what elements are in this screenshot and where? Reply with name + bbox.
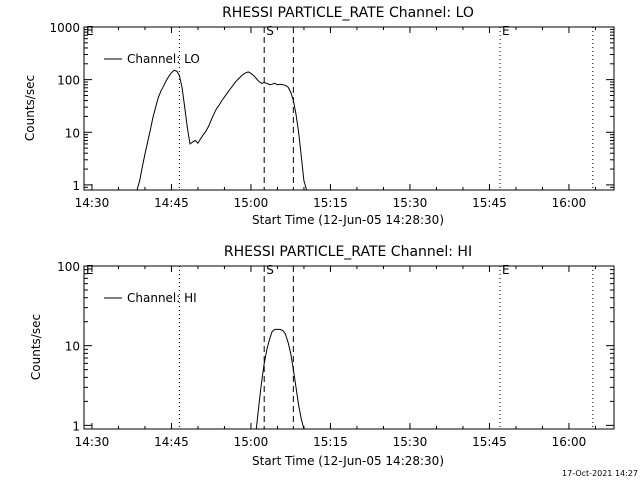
hi-plot-frame	[83, 265, 615, 430]
hi-y-axis-label: Counts/sec	[29, 314, 43, 380]
lo-plot-frame	[83, 26, 615, 191]
hi-marker-label-4: E	[502, 263, 510, 277]
hi-marker-label-0: E	[86, 263, 94, 277]
lo-x-tick-label-2: 15:00	[234, 196, 269, 210]
lo-chart-title: RHESSI PARTICLE_RATE Channel: LO	[222, 5, 474, 21]
lo-y-tick-label-3: 1000	[49, 21, 80, 35]
lo-x-tick-label-6: 16:00	[552, 196, 587, 210]
footer-timestamp: 17-Oct-2021 14:27	[562, 469, 638, 478]
hi-legend-entry: Channel: HI	[127, 291, 197, 305]
hi-x-tick-label-3: 15:15	[313, 435, 348, 449]
lo-x-tick-label-4: 15:30	[393, 196, 428, 210]
hi-y-tick-label-2: 100	[57, 260, 80, 274]
hi-x-tick-label-2: 15:00	[234, 435, 269, 449]
lo-marker-label-0: E	[86, 24, 94, 38]
hi-x-tick-label-1: 14:45	[154, 435, 189, 449]
lo-y-tick-label-2: 100	[57, 74, 80, 88]
hi-series-line-0	[255, 328, 305, 430]
lo-x-tick-label-3: 15:15	[313, 196, 348, 210]
lo-marker-label-2: S	[266, 24, 274, 38]
lo-series-line-0	[136, 69, 308, 191]
lo-y-tick-label-1: 10	[65, 126, 80, 140]
hi-x-tick-label-4: 15:30	[393, 435, 428, 449]
hi-channel-panel: RHESSI PARTICLE_RATE Channel: HI E S E 14:3…	[29, 244, 615, 468]
hi-plot-marks: E S E 14:30 14:45 15:00 15:15 15:30 15:45 16:00 1 1…	[57, 260, 614, 449]
lo-plot-marks: E S E 14:30 14:45 15:00 15:15 15:30 15:45 16:00 1 1…	[49, 21, 614, 210]
lo-legend-entry: Channel: LO	[127, 52, 200, 66]
lo-x-tick-label-0: 14:30	[75, 196, 110, 210]
lo-y-axis-label: Counts/sec	[23, 75, 37, 141]
hi-chart-title: RHESSI PARTICLE_RATE Channel: HI	[224, 244, 472, 260]
hi-x-axis-label: Start Time (12-Jun-05 14:28:30)	[252, 454, 444, 468]
hi-x-tick-label-0: 14:30	[75, 435, 110, 449]
lo-x-tick-label-5: 15:45	[472, 196, 507, 210]
hi-y-tick-label-0: 1	[72, 419, 80, 433]
hi-marker-label-2: S	[266, 263, 274, 277]
lo-channel-panel: RHESSI PARTICLE_RATE Channel: LO E S E 14:3…	[23, 5, 615, 227]
hi-y-tick-label-1: 10	[65, 340, 80, 354]
lo-y-tick-label-0: 1	[72, 179, 80, 193]
lo-x-tick-label-1: 14:45	[154, 196, 189, 210]
hi-x-tick-label-5: 15:45	[472, 435, 507, 449]
lo-marker-label-4: E	[502, 24, 510, 38]
lo-x-axis-label: Start Time (12-Jun-05 14:28:30)	[252, 213, 444, 227]
hi-x-tick-label-6: 16:00	[552, 435, 587, 449]
